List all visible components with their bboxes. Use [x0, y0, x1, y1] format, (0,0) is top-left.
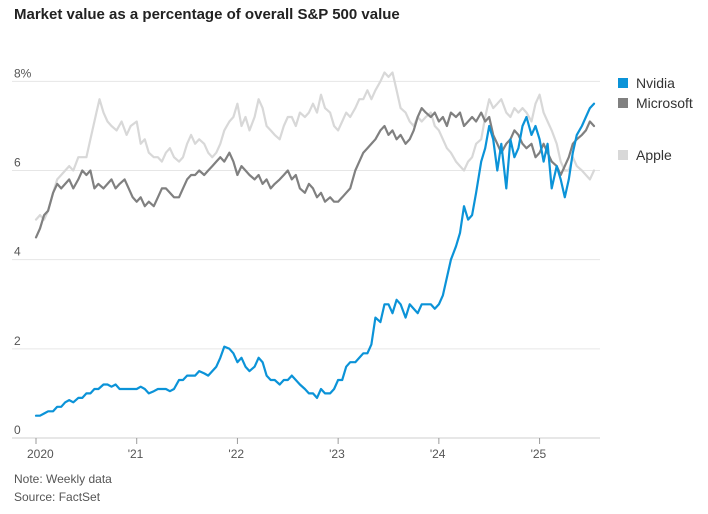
series-line-nvidia	[34, 102, 596, 417]
y-tick-label: 6	[14, 156, 21, 170]
y-tick-label: 0	[14, 423, 21, 437]
y-tick-label: 4	[14, 245, 21, 259]
x-axis: 2020 '21 '22 '23 '24 '25	[27, 438, 547, 461]
series-line-microsoft	[34, 107, 596, 239]
series-lines	[34, 71, 596, 417]
legend-swatch-microsoft	[618, 98, 628, 108]
x-tick-label: '21	[128, 447, 144, 461]
legend-label-microsoft: Microsoft	[636, 95, 693, 111]
x-tick-label: '23	[329, 447, 345, 461]
x-tick-label: '22	[228, 447, 244, 461]
series-line-apple	[34, 71, 596, 221]
legend-label-apple: Apple	[636, 147, 672, 163]
chart-title: Market value as a percentage of overall …	[14, 6, 400, 23]
legend-swatch-apple	[618, 150, 628, 160]
x-tick-label: '25	[531, 447, 547, 461]
x-tick-label: 2020	[27, 447, 54, 461]
source-text: Source: FactSet	[14, 490, 101, 504]
legend-label-nvidia: Nvidia	[636, 75, 675, 91]
note-text: Note: Weekly data	[14, 472, 112, 486]
gridlines: 0 2 4 6 8%	[12, 66, 600, 439]
legend-swatch-nvidia	[618, 78, 628, 88]
y-tick-label: 8%	[14, 66, 32, 80]
legend: Nvidia Microsoft Apple	[618, 75, 693, 163]
y-tick-label: 2	[14, 334, 21, 348]
x-tick-label: '24	[430, 447, 446, 461]
